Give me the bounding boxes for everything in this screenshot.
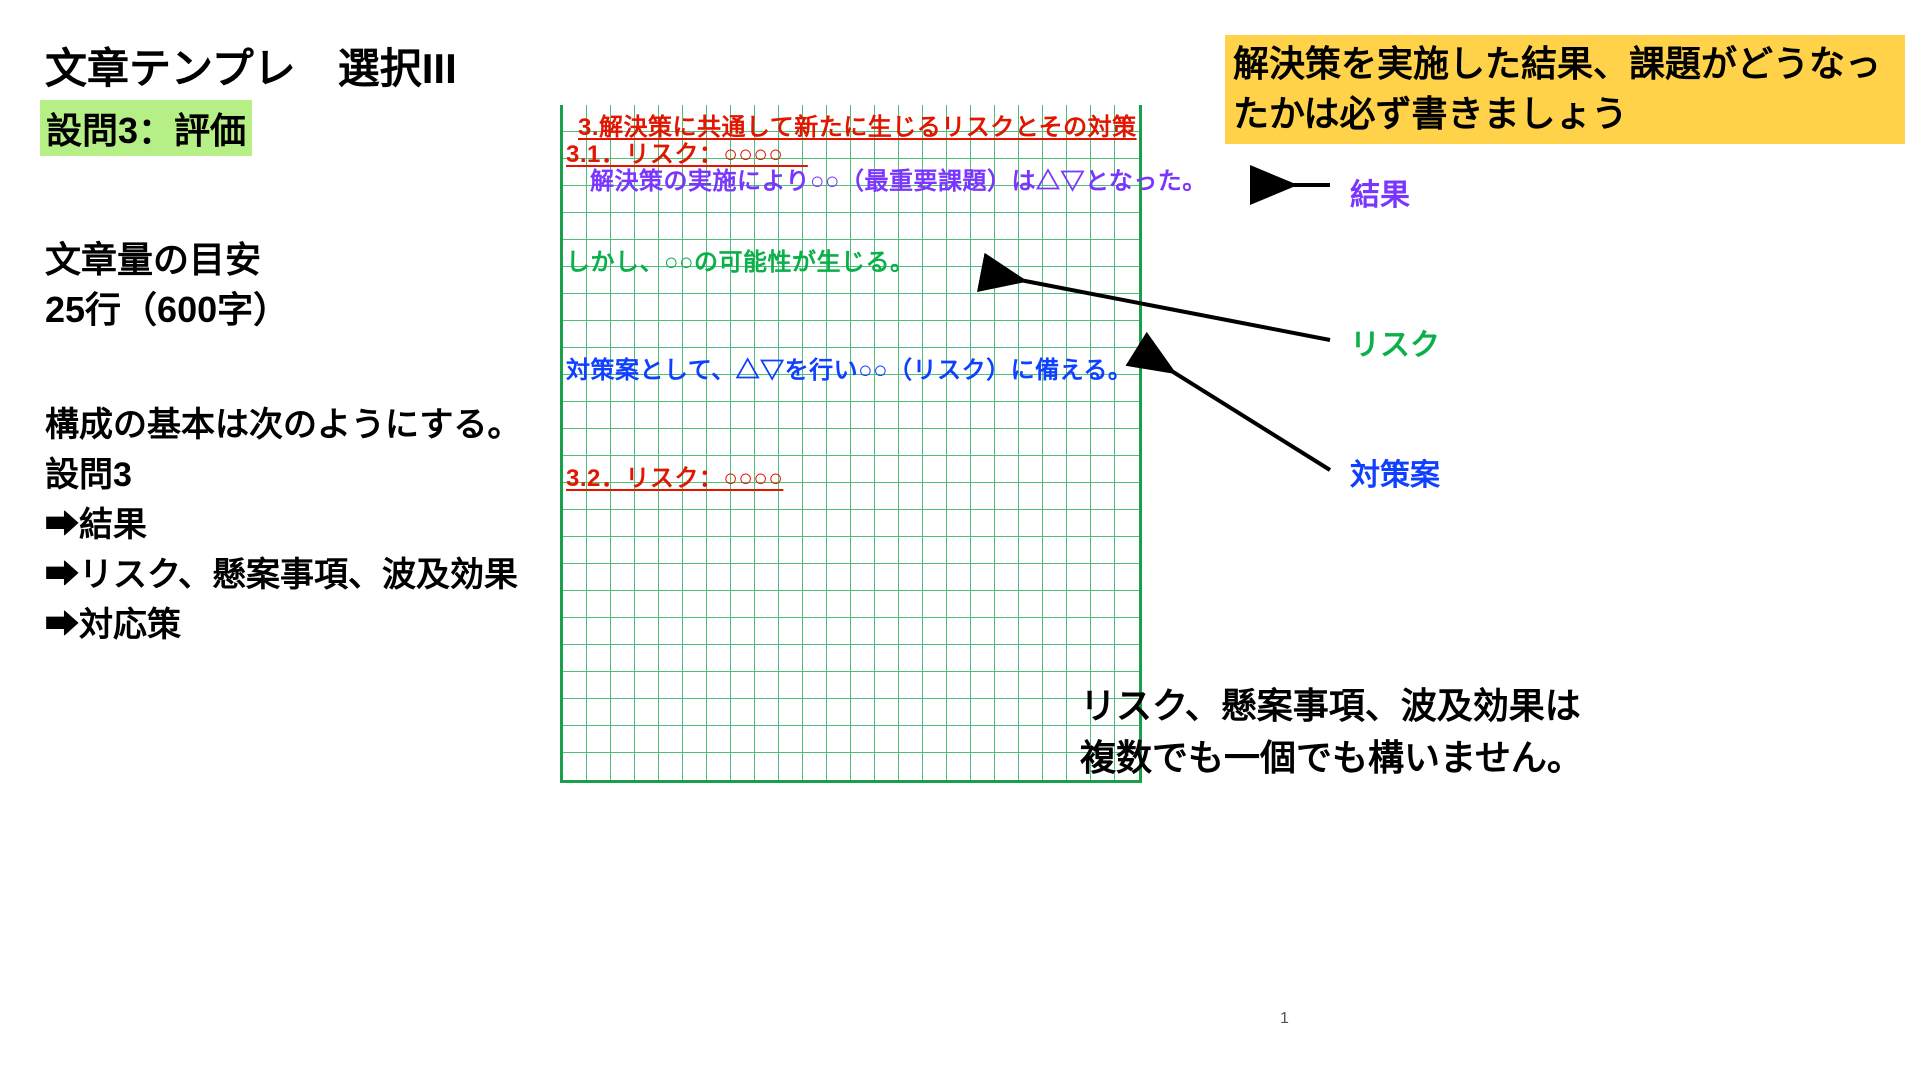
sheet-line-5: 3.2．リスク：○○○○: [566, 458, 783, 493]
callout-plan: 対策案: [1350, 450, 1440, 494]
structure-lead: 構成の基本は次のようにする。: [45, 400, 521, 451]
callout-risk: リスク: [1350, 320, 1440, 364]
structure-q: 設問3: [45, 450, 132, 501]
structure-item: ➡結果: [45, 500, 147, 551]
sheet-line-2: 解決策の実施により○○（最重要課題）は△▽となった。: [590, 161, 1207, 196]
structure-item: ➡リスク、懸案事項、波及効果: [45, 550, 518, 601]
grid-box: [560, 105, 1142, 783]
volume-heading: 文章量の目安: [45, 235, 261, 285]
page-number: 1: [1280, 1010, 1289, 1028]
structure-item: ➡対応策: [45, 600, 181, 651]
mid-note: リスク、懸案事項、波及効果は 複数でも一個でも構いません。: [1080, 680, 1583, 784]
callout-result: 結果: [1350, 170, 1410, 214]
sheet-line-4: 対策案として、△▽を行い○○（リスク）に備える。: [566, 350, 1132, 385]
page-title: 文章テンプレ 選択III: [45, 35, 457, 96]
section-subtitle: 設問3：評価: [40, 100, 252, 156]
sheet-line-3: しかし、○○の可能性が生じる。: [566, 242, 915, 277]
volume-value: 25行（600字）: [45, 285, 289, 335]
yellow-note: 解決策を実施した結果、課題がどうなったかは必ず書きましょう: [1225, 35, 1905, 144]
